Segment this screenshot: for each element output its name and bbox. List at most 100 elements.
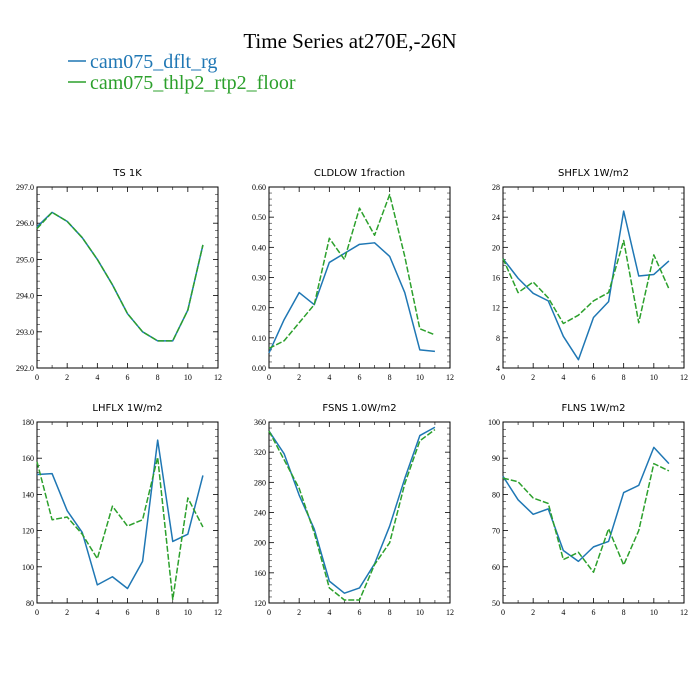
- y-tick-label-3-3: 140: [22, 490, 34, 499]
- series-line-1-1: [268, 193, 436, 350]
- series-line-5-1: [502, 462, 670, 573]
- y-tick-label-4-5: 320: [254, 448, 266, 457]
- plot-frame-4: [268, 421, 451, 604]
- y-tick-label-2-3: 16: [492, 274, 500, 283]
- series-line-0-1: [36, 211, 204, 342]
- x-tick-label-4-0: 0: [267, 608, 271, 617]
- x-tick-label-3-4: 8: [156, 608, 160, 617]
- panel-title-0: TS 1K: [112, 168, 142, 179]
- x-tick-label-1-6: 12: [446, 373, 454, 382]
- panel-1: CLDLOW 1fraction 0 2 4 6 8 10 12 0.00 0.10 0.20 0.3…: [252, 168, 454, 382]
- x-tick-label-4-4: 8: [388, 608, 392, 617]
- legend-label-1: cam075_thlp2_rtp2_floor: [90, 72, 296, 94]
- y-tick-label-5-3: 80: [492, 490, 500, 499]
- x-tick-label-5-1: 2: [531, 608, 535, 617]
- x-tick-label-0-4: 8: [156, 373, 160, 382]
- y-tick-label-5-1: 60: [492, 563, 500, 572]
- plot-frame-5: [502, 421, 685, 604]
- x-tick-label-4-5: 10: [416, 608, 424, 617]
- y-tick-label-5-4: 90: [492, 454, 500, 463]
- x-tick-label-2-3: 6: [592, 373, 596, 382]
- y-tick-label-2-6: 28: [492, 183, 500, 192]
- y-tick-label-2-0: 4: [496, 364, 500, 373]
- y-tick-label-1-5: 0.50: [252, 213, 266, 222]
- x-tick-label-4-1: 2: [297, 608, 301, 617]
- x-tick-label-2-2: 4: [561, 373, 565, 382]
- x-tick-label-0-0: 0: [35, 373, 39, 382]
- x-tick-label-0-2: 4: [95, 373, 99, 382]
- panel-3: LHFLX 1W/m2 0 2 4 6 8 10 12 80 100 120 140 160 180: [22, 403, 222, 617]
- x-tick-label-4-6: 12: [446, 608, 454, 617]
- y-tick-label-3-2: 120: [22, 527, 34, 536]
- panel-title-4: FSNS 1.0W/m2: [322, 403, 396, 414]
- y-tick-label-4-6: 360: [254, 418, 266, 427]
- x-tick-label-2-0: 0: [501, 373, 505, 382]
- plot-frame-1: [268, 186, 451, 369]
- x-tick-label-1-3: 6: [358, 373, 362, 382]
- x-tick-label-1-2: 4: [327, 373, 331, 382]
- x-tick-label-5-6: 12: [680, 608, 688, 617]
- y-tick-label-3-0: 80: [26, 599, 34, 608]
- x-tick-label-5-5: 10: [650, 608, 658, 617]
- series-line-2-0: [502, 210, 670, 361]
- x-tick-label-3-6: 12: [214, 608, 222, 617]
- y-tick-label-3-5: 180: [22, 418, 34, 427]
- x-tick-label-3-3: 6: [126, 608, 130, 617]
- plot-frame-0: [36, 186, 219, 369]
- y-tick-label-1-2: 0.20: [252, 304, 266, 313]
- y-tick-label-1-1: 0.10: [252, 334, 266, 343]
- series-line-3-0: [36, 439, 204, 590]
- series-line-5-0: [502, 446, 670, 563]
- panel-title-5: FLNS 1W/m2: [561, 403, 625, 414]
- panel-title-2: SHFLX 1W/m2: [558, 168, 629, 179]
- x-tick-label-1-1: 2: [297, 373, 301, 382]
- x-tick-label-2-1: 2: [531, 373, 535, 382]
- y-tick-label-1-6: 0.60: [252, 183, 266, 192]
- y-tick-label-3-4: 160: [22, 454, 34, 463]
- panel-5: FLNS 1W/m2 0 2 4 6 8 10 12 50 60 70 80 90 100: [488, 403, 688, 617]
- y-tick-label-0-2: 294.0: [16, 292, 34, 301]
- x-tick-label-2-4: 8: [622, 373, 626, 382]
- x-tick-label-2-6: 12: [680, 373, 688, 382]
- x-tick-label-0-1: 2: [65, 373, 69, 382]
- x-tick-label-4-2: 4: [327, 608, 331, 617]
- x-tick-label-2-5: 10: [650, 373, 658, 382]
- y-tick-label-2-4: 20: [492, 243, 500, 252]
- x-tick-label-5-4: 8: [622, 608, 626, 617]
- y-tick-label-0-0: 292.0: [16, 364, 34, 373]
- x-tick-label-1-0: 0: [267, 373, 271, 382]
- plot-frame-2: [502, 186, 685, 369]
- y-tick-label-0-5: 297.0: [16, 183, 34, 192]
- panels: TS 1K0 2 4 6 8 10 12292.0293.0294.0295.0296.02…: [16, 168, 688, 617]
- series-line-4-1: [268, 428, 436, 601]
- panel-title-1: CLDLOW 1fraction: [314, 168, 405, 179]
- x-tick-label-0-6: 12: [214, 373, 222, 382]
- series-line-4-0: [268, 426, 436, 594]
- panel-4: FSNS 1.0W/m2 0 2 4 6 8 10 12 120 160 200 240 280 320 3…: [254, 403, 454, 617]
- y-tick-label-0-1: 293.0: [16, 328, 34, 337]
- x-tick-label-3-2: 4: [95, 608, 99, 617]
- y-tick-label-5-5: 100: [488, 418, 500, 427]
- y-tick-label-2-2: 12: [492, 304, 500, 313]
- y-tick-label-4-3: 240: [254, 509, 266, 518]
- x-tick-label-5-3: 6: [592, 608, 596, 617]
- y-tick-label-1-0: 0.00: [252, 364, 266, 373]
- y-tick-label-2-5: 24: [492, 213, 500, 222]
- y-tick-label-2-1: 8: [496, 334, 500, 343]
- y-tick-label-0-3: 295.0: [16, 255, 34, 264]
- y-tick-label-4-1: 160: [254, 569, 266, 578]
- y-tick-label-0-4: 296.0: [16, 219, 34, 228]
- panel-0: TS 1K 0 2 4 6 8 10 12 292.0 293.0 294.0 295.0 296.0 2…: [16, 168, 222, 382]
- legend-label-0: cam075_dflt_rg: [90, 51, 217, 73]
- x-tick-label-3-5: 10: [184, 608, 192, 617]
- x-tick-label-0-3: 6: [126, 373, 130, 382]
- x-tick-label-1-5: 10: [416, 373, 424, 382]
- y-tick-label-4-0: 120: [254, 599, 266, 608]
- panel-title-3: LHFLX 1W/m2: [92, 403, 162, 414]
- y-tick-label-4-2: 200: [254, 539, 266, 548]
- x-tick-label-3-0: 0: [35, 608, 39, 617]
- x-tick-label-1-4: 8: [388, 373, 392, 382]
- x-tick-label-5-0: 0: [501, 608, 505, 617]
